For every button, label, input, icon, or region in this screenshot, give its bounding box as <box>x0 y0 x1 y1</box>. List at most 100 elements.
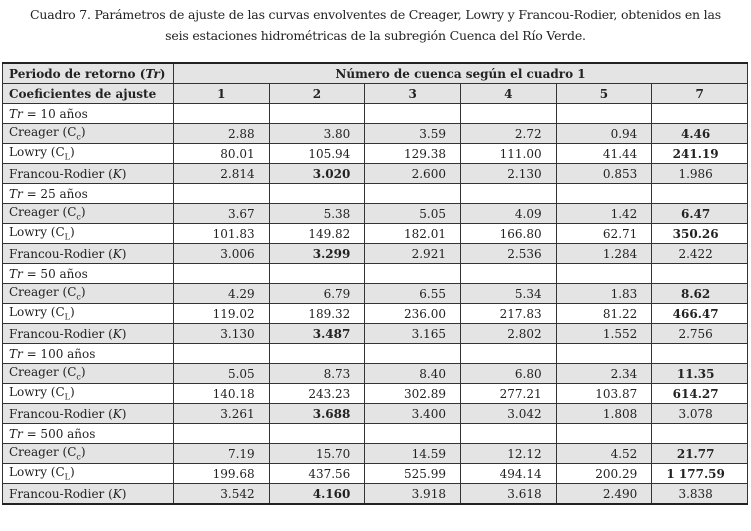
value-cell: 2.72 <box>459 123 557 144</box>
value-cell: 6.55 <box>364 283 461 304</box>
tr-value: = 50 años <box>22 266 88 281</box>
return-period-label: Tr = 10 años <box>2 103 174 124</box>
value-cell: 5.34 <box>459 283 557 304</box>
label-text: ) <box>69 225 75 240</box>
value-cell: 0.94 <box>555 123 653 144</box>
creager-label: Creager (Cc) <box>2 443 174 464</box>
empty-cell <box>364 423 461 444</box>
empty-cell <box>459 263 557 284</box>
return-period-row: Tr = 500 años <box>2 423 748 444</box>
value-cell: 62.71 <box>555 223 653 244</box>
value-cell: 3.042 <box>459 403 557 424</box>
label-subscript: c <box>76 292 81 302</box>
empty-cell <box>364 343 461 364</box>
value-cell: 3.299 <box>268 243 366 264</box>
francou-row: Francou-Rodier (K) 3.006 3.299 2.921 2.536 1.… <box>2 243 748 264</box>
value-cell: 1.986 <box>651 163 748 184</box>
empty-cell <box>555 423 653 444</box>
value-cell: 466.47 <box>651 303 748 324</box>
empty-cell <box>364 263 461 284</box>
label-italic: K <box>112 486 122 501</box>
empty-cell <box>268 103 366 124</box>
empty-cell <box>268 183 366 204</box>
value-cell: 2.600 <box>364 163 461 184</box>
value-cell: 199.68 <box>173 463 270 484</box>
label-text: ) <box>69 465 75 480</box>
lowry-row: Lowry (CL) 101.83 149.82 182.01 166.80 62.71 3… <box>2 223 748 244</box>
label-italic: K <box>112 166 122 181</box>
value-cell: 4.09 <box>459 203 557 224</box>
return-period-label: Tr = 100 años <box>2 343 174 364</box>
value-cell: 3.006 <box>173 243 270 264</box>
francou-row: Francou-Rodier (K) 3.261 3.688 3.400 3.042 1.… <box>2 403 748 424</box>
value-cell: 525.99 <box>364 463 461 484</box>
label-text: ) <box>121 486 127 501</box>
column-header-2: 2 <box>268 83 366 104</box>
header-text-italic: Tr <box>145 66 160 81</box>
label-subscript: c <box>76 452 81 462</box>
value-cell: 1.552 <box>555 323 653 344</box>
empty-cell <box>364 183 461 204</box>
label-text: Creager (C <box>9 285 77 300</box>
header-row-1: Periodo de retorno (Tr) Número de cuenca… <box>2 62 748 84</box>
value-cell: 2.921 <box>364 243 461 264</box>
caption-line-1: Cuadro 7. Parámetros de ajuste de las cu… <box>30 7 721 22</box>
label-text: ) <box>121 406 127 421</box>
tr-symbol: Tr <box>9 106 23 121</box>
empty-cell <box>173 423 270 444</box>
creager-label: Creager (Cc) <box>2 363 174 384</box>
value-cell: 3.918 <box>364 483 461 505</box>
value-cell: 3.020 <box>268 163 366 184</box>
value-cell: 166.80 <box>459 223 557 244</box>
empty-cell <box>173 183 270 204</box>
empty-cell <box>459 423 557 444</box>
column-header-5: 5 <box>555 83 653 104</box>
value-cell: 3.688 <box>268 403 366 424</box>
return-period-label: Tr = 500 años <box>2 423 174 444</box>
value-cell: 11.35 <box>651 363 748 384</box>
value-cell: 3.400 <box>364 403 461 424</box>
creager-row: Creager (Cc) 4.29 6.79 6.55 5.34 1.83 8.62 <box>2 283 748 304</box>
value-cell: 81.22 <box>555 303 653 324</box>
value-cell: 3.261 <box>173 403 270 424</box>
label-text: Francou-Rodier ( <box>9 166 113 181</box>
empty-cell <box>268 423 366 444</box>
empty-cell <box>364 103 461 124</box>
value-cell: 1 177.59 <box>651 463 748 484</box>
value-cell: 1.83 <box>555 283 653 304</box>
value-cell: 103.87 <box>555 383 653 404</box>
label-subscript: c <box>76 212 81 222</box>
francou-row: Francou-Rodier (K) 3.542 4.160 3.918 3.618 2.… <box>2 483 748 505</box>
label-text: ) <box>69 385 75 400</box>
value-cell: 4.46 <box>651 123 748 144</box>
return-period-row: Tr = 100 años <box>2 343 748 364</box>
label-text: Lowry (C <box>9 305 65 320</box>
value-cell: 2.536 <box>459 243 557 264</box>
creager-row: Creager (Cc) 2.88 3.80 3.59 2.72 0.94 4.46 <box>2 123 748 144</box>
francou-row: Francou-Rodier (K) 3.130 3.487 3.165 2.802 1.… <box>2 323 748 344</box>
empty-cell <box>651 343 748 364</box>
value-cell: 2.756 <box>651 323 748 344</box>
value-cell: 3.80 <box>268 123 366 144</box>
value-cell: 15.70 <box>268 443 366 464</box>
value-cell: 2.130 <box>459 163 557 184</box>
column-header-7: 7 <box>651 83 748 104</box>
value-cell: 14.59 <box>364 443 461 464</box>
label-text: ) <box>69 305 75 320</box>
column-header-3: 3 <box>364 83 461 104</box>
return-period-label: Tr = 50 años <box>2 263 174 284</box>
tr-symbol: Tr <box>9 426 23 441</box>
value-cell: 3.59 <box>364 123 461 144</box>
label-text: ) <box>121 246 127 261</box>
empty-cell <box>459 103 557 124</box>
value-cell: 3.487 <box>268 323 366 344</box>
empty-cell <box>555 183 653 204</box>
label-text: Lowry (C <box>9 145 65 160</box>
value-cell: 2.814 <box>173 163 270 184</box>
value-cell: 12.12 <box>459 443 557 464</box>
lowry-label: Lowry (CL) <box>2 303 174 324</box>
value-cell: 350.26 <box>651 223 748 244</box>
lowry-row: Lowry (CL) 140.18 243.23 302.89 277.21 103.87… <box>2 383 748 404</box>
label-text: Lowry (C <box>9 225 65 240</box>
value-cell: 5.05 <box>173 363 270 384</box>
